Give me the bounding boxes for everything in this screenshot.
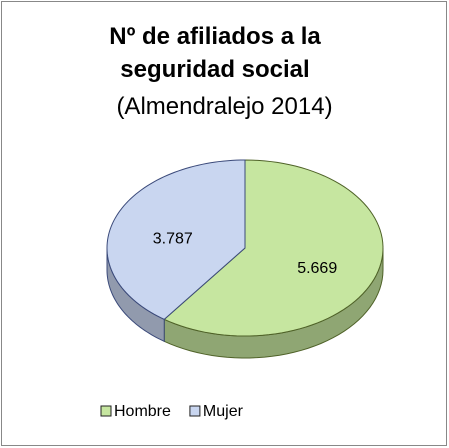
legend-label: Mujer — [203, 403, 244, 420]
data-label: 5.669 — [297, 260, 337, 277]
data-label: 3.787 — [153, 230, 193, 247]
legend-swatch — [189, 405, 201, 417]
pie-slice — [106, 159, 246, 343]
chart-title: Nº de afiliados a la seguridad social — [109, 23, 321, 83]
chart-subtitle: (Almendralejo 2014) — [116, 93, 333, 120]
pie-slice-top — [106, 159, 246, 320]
legend-label: Hombre — [114, 403, 171, 420]
legend-swatch — [100, 405, 112, 417]
pie-slice-top — [163, 159, 384, 337]
